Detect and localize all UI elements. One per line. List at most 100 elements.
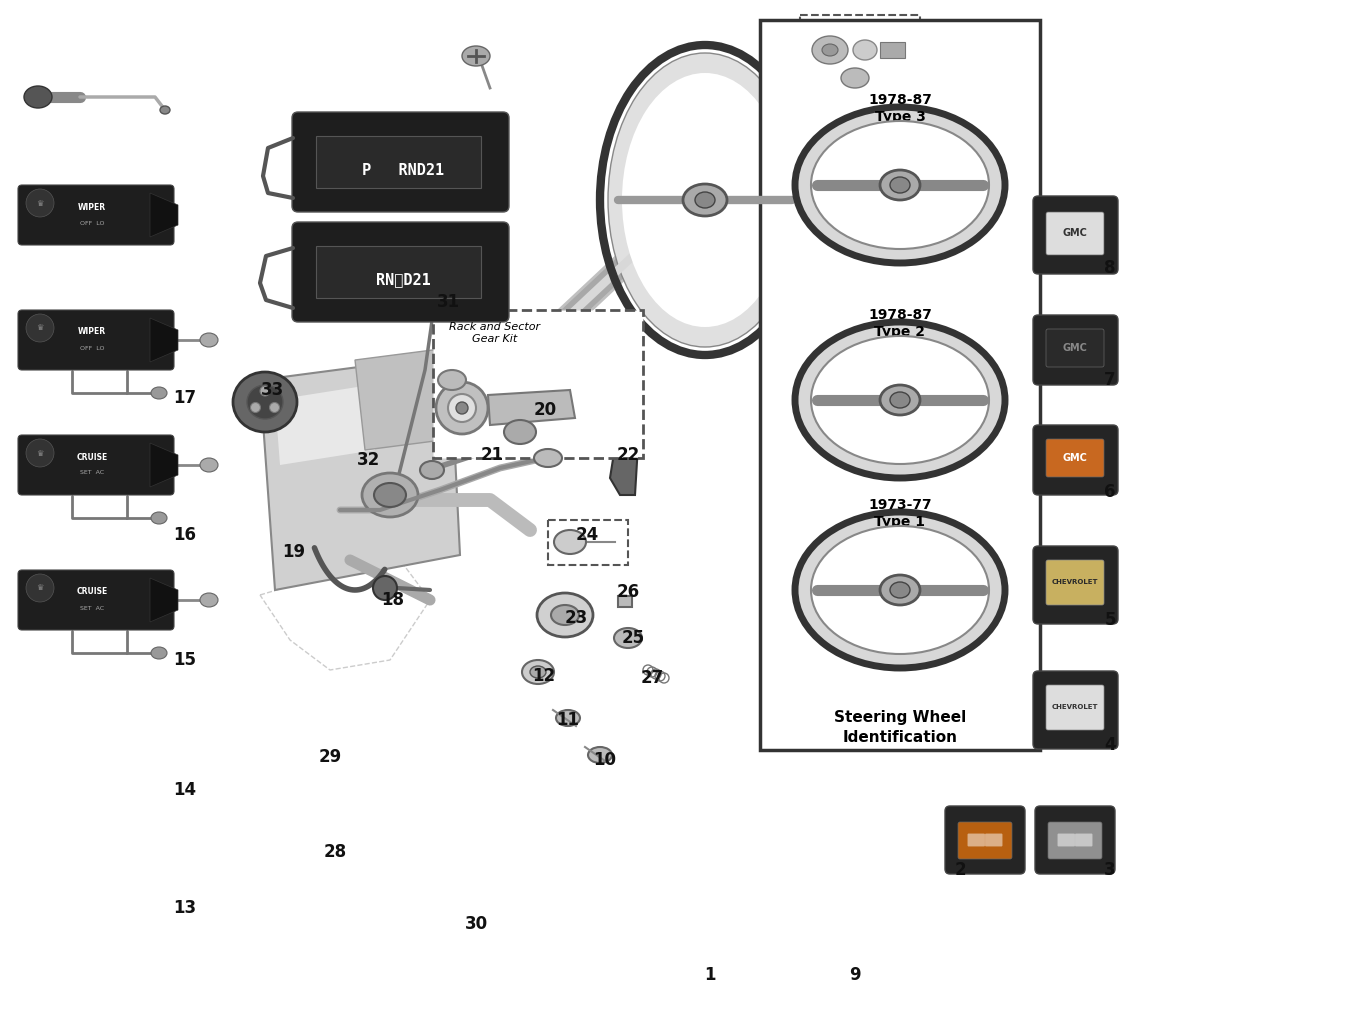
Ellipse shape bbox=[822, 44, 838, 56]
Text: 12: 12 bbox=[532, 667, 555, 685]
Ellipse shape bbox=[26, 439, 54, 467]
Ellipse shape bbox=[696, 192, 714, 208]
Text: 25: 25 bbox=[621, 629, 644, 647]
Polygon shape bbox=[150, 443, 178, 487]
FancyBboxPatch shape bbox=[18, 570, 174, 630]
Ellipse shape bbox=[270, 403, 279, 412]
Ellipse shape bbox=[200, 458, 218, 472]
Ellipse shape bbox=[621, 73, 789, 327]
FancyBboxPatch shape bbox=[945, 806, 1024, 874]
Text: ♛: ♛ bbox=[36, 449, 43, 458]
Text: OFF  LO: OFF LO bbox=[80, 220, 104, 225]
Text: 18: 18 bbox=[381, 591, 404, 609]
Ellipse shape bbox=[537, 593, 593, 637]
Ellipse shape bbox=[795, 322, 1006, 478]
Text: GMC: GMC bbox=[1062, 228, 1088, 238]
Text: 31: 31 bbox=[437, 293, 460, 311]
Text: 21: 21 bbox=[480, 446, 504, 464]
Text: Rack and Sector
Gear Kit: Rack and Sector Gear Kit bbox=[449, 322, 541, 344]
Text: 10: 10 bbox=[593, 751, 616, 769]
Ellipse shape bbox=[608, 53, 802, 347]
FancyBboxPatch shape bbox=[1046, 685, 1104, 730]
Text: 26: 26 bbox=[616, 583, 639, 601]
Ellipse shape bbox=[24, 86, 53, 108]
Ellipse shape bbox=[26, 314, 54, 342]
Ellipse shape bbox=[551, 605, 580, 625]
Text: ♛: ♛ bbox=[36, 324, 43, 333]
Text: GMC: GMC bbox=[1062, 343, 1088, 353]
Ellipse shape bbox=[880, 385, 919, 415]
Ellipse shape bbox=[448, 394, 476, 422]
Ellipse shape bbox=[853, 40, 878, 60]
Text: WIPER: WIPER bbox=[78, 328, 106, 337]
Bar bbox=[880, 42, 905, 58]
Bar bbox=[315, 246, 481, 298]
Ellipse shape bbox=[200, 333, 218, 347]
Text: 11: 11 bbox=[557, 710, 580, 729]
Ellipse shape bbox=[504, 420, 537, 444]
Text: 2: 2 bbox=[954, 861, 965, 879]
FancyBboxPatch shape bbox=[293, 112, 510, 212]
Text: 29: 29 bbox=[318, 748, 341, 766]
Text: 16: 16 bbox=[174, 526, 197, 544]
Ellipse shape bbox=[588, 747, 612, 763]
Ellipse shape bbox=[890, 392, 910, 408]
Polygon shape bbox=[488, 390, 576, 425]
FancyBboxPatch shape bbox=[968, 833, 985, 847]
Text: 30: 30 bbox=[465, 915, 488, 933]
Text: 1978-87
Type 2: 1978-87 Type 2 bbox=[868, 308, 931, 339]
FancyBboxPatch shape bbox=[1033, 546, 1117, 624]
Ellipse shape bbox=[880, 576, 919, 605]
Text: 4: 4 bbox=[1104, 736, 1116, 754]
FancyBboxPatch shape bbox=[1033, 196, 1117, 274]
Polygon shape bbox=[150, 578, 178, 622]
Polygon shape bbox=[150, 318, 178, 362]
FancyBboxPatch shape bbox=[1058, 833, 1074, 847]
Text: 22: 22 bbox=[616, 446, 639, 464]
Text: WIPER: WIPER bbox=[78, 203, 106, 211]
Ellipse shape bbox=[233, 373, 297, 432]
Ellipse shape bbox=[421, 461, 443, 479]
Text: CRUISE: CRUISE bbox=[77, 588, 108, 597]
Ellipse shape bbox=[811, 336, 989, 464]
Ellipse shape bbox=[811, 526, 989, 654]
FancyBboxPatch shape bbox=[985, 833, 1003, 847]
Ellipse shape bbox=[795, 512, 1006, 668]
FancyBboxPatch shape bbox=[1076, 833, 1092, 847]
FancyBboxPatch shape bbox=[1035, 806, 1115, 874]
Ellipse shape bbox=[151, 387, 167, 399]
Bar bbox=[799, 15, 919, 115]
Bar bbox=[315, 136, 481, 188]
Text: 7: 7 bbox=[1104, 371, 1116, 389]
Ellipse shape bbox=[683, 184, 727, 216]
Ellipse shape bbox=[811, 36, 848, 64]
Ellipse shape bbox=[534, 449, 562, 467]
Text: 13: 13 bbox=[174, 899, 197, 917]
Text: 9: 9 bbox=[849, 966, 861, 984]
Ellipse shape bbox=[613, 628, 642, 648]
Ellipse shape bbox=[795, 107, 1006, 263]
Ellipse shape bbox=[438, 370, 466, 390]
Text: 27: 27 bbox=[640, 669, 663, 687]
Ellipse shape bbox=[26, 574, 54, 602]
Polygon shape bbox=[260, 355, 460, 590]
Text: 8: 8 bbox=[1104, 259, 1116, 277]
Polygon shape bbox=[150, 193, 178, 236]
Text: 15: 15 bbox=[174, 651, 197, 669]
Ellipse shape bbox=[880, 170, 919, 200]
Bar bbox=[617, 596, 632, 607]
Ellipse shape bbox=[247, 385, 283, 419]
Text: 17: 17 bbox=[174, 389, 197, 407]
Ellipse shape bbox=[890, 177, 910, 193]
Polygon shape bbox=[611, 428, 638, 495]
FancyBboxPatch shape bbox=[18, 435, 174, 495]
Text: 5: 5 bbox=[1104, 611, 1116, 629]
Polygon shape bbox=[275, 385, 375, 465]
Text: 1973-77
Type 1: 1973-77 Type 1 bbox=[868, 498, 931, 529]
Text: GMC: GMC bbox=[1062, 453, 1088, 463]
Ellipse shape bbox=[151, 647, 167, 659]
Text: 28: 28 bbox=[324, 843, 346, 861]
Text: 1: 1 bbox=[704, 966, 716, 984]
Text: 14: 14 bbox=[174, 781, 197, 799]
Ellipse shape bbox=[200, 593, 218, 607]
